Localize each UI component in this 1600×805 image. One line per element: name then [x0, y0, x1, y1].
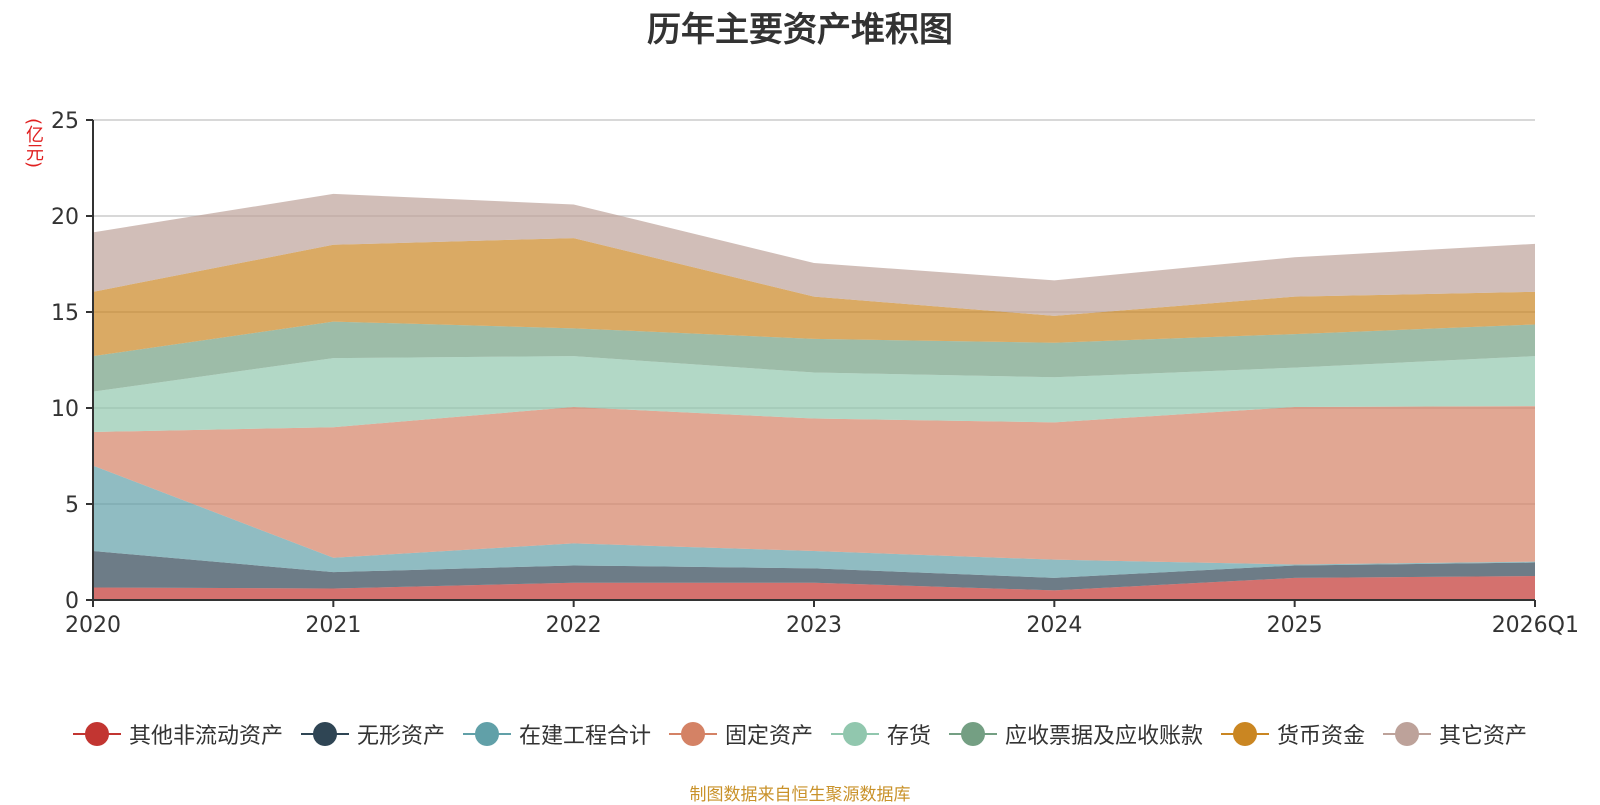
area-series-7 [93, 193, 1535, 316]
legend-label: 货币资金 [1277, 724, 1366, 749]
x-tick-label-1: 2021 [305, 613, 361, 638]
legend-marker-icon [668, 722, 717, 746]
legend-marker-icon [72, 722, 121, 746]
legend-item-7[interactable]: 其它资产 [1383, 718, 1527, 750]
y-tick-label-0: 0 [65, 589, 79, 614]
legend-marker-icon [949, 722, 998, 746]
y-tick-label-15: 15 [51, 301, 79, 326]
legend-marker-icon [1221, 722, 1270, 746]
area-series-6 [93, 238, 1535, 357]
legend-marker-icon [300, 722, 349, 746]
legend-item-4[interactable]: 存货 [831, 718, 931, 750]
chart-title: 历年主要资产堆积图 [647, 10, 953, 50]
legend-label: 固定资产 [724, 724, 813, 749]
area-series-3 [93, 406, 1535, 565]
legend-label: 其它资产 [1439, 724, 1528, 749]
legend-label: 存货 [887, 724, 932, 749]
y-tick-label-20: 20 [51, 205, 79, 230]
legend-label: 应收票据及应收账款 [1005, 724, 1204, 749]
legend-item-3[interactable]: 固定资产 [668, 718, 813, 750]
area-series [93, 193, 1535, 600]
legend-item-0[interactable]: 其他非流动资产 [72, 718, 283, 750]
source-note: 制图数据来自恒生聚源数据库 [689, 785, 911, 805]
area-series-5 [93, 321, 1535, 392]
area-series-1 [93, 551, 1535, 591]
y-tick-label-10: 10 [51, 397, 79, 422]
x-tick-label-3: 2023 [786, 613, 842, 638]
x-tick-label-2: 2022 [546, 613, 602, 638]
x-tick-label-0: 2020 [65, 613, 121, 638]
area-series-0 [93, 576, 1535, 600]
y-tick-label-5: 5 [65, 493, 79, 518]
legend-label: 在建工程合计 [518, 724, 651, 749]
legend: 其他非流动资产 无形资产 在建工程合计 固定资产 存货 应收票据及应收账款 货币资金 其它资产 [0, 718, 1600, 750]
x-tick-label-4: 2024 [1026, 613, 1082, 638]
y-tick-label-25: 25 [51, 109, 79, 134]
x-tick-label-5: 2025 [1267, 613, 1323, 638]
legend-item-5[interactable]: 应收票据及应收账款 [949, 718, 1203, 750]
legend-marker-icon [831, 722, 879, 746]
legend-marker-icon [462, 722, 511, 746]
legend-label: 无形资产 [356, 724, 445, 749]
area-series-4 [93, 356, 1535, 432]
y-axis-label: (亿元) [23, 118, 44, 169]
area-series-2 [93, 465, 1535, 578]
x-tick-label-6: 2026Q1 [1492, 613, 1579, 638]
legend-item-6[interactable]: 货币资金 [1221, 718, 1365, 750]
legend-item-1[interactable]: 无形资产 [300, 718, 445, 750]
legend-item-2[interactable]: 在建工程合计 [462, 718, 651, 750]
legend-marker-icon [1383, 722, 1432, 746]
legend-label: 其他非流动资产 [128, 724, 283, 749]
